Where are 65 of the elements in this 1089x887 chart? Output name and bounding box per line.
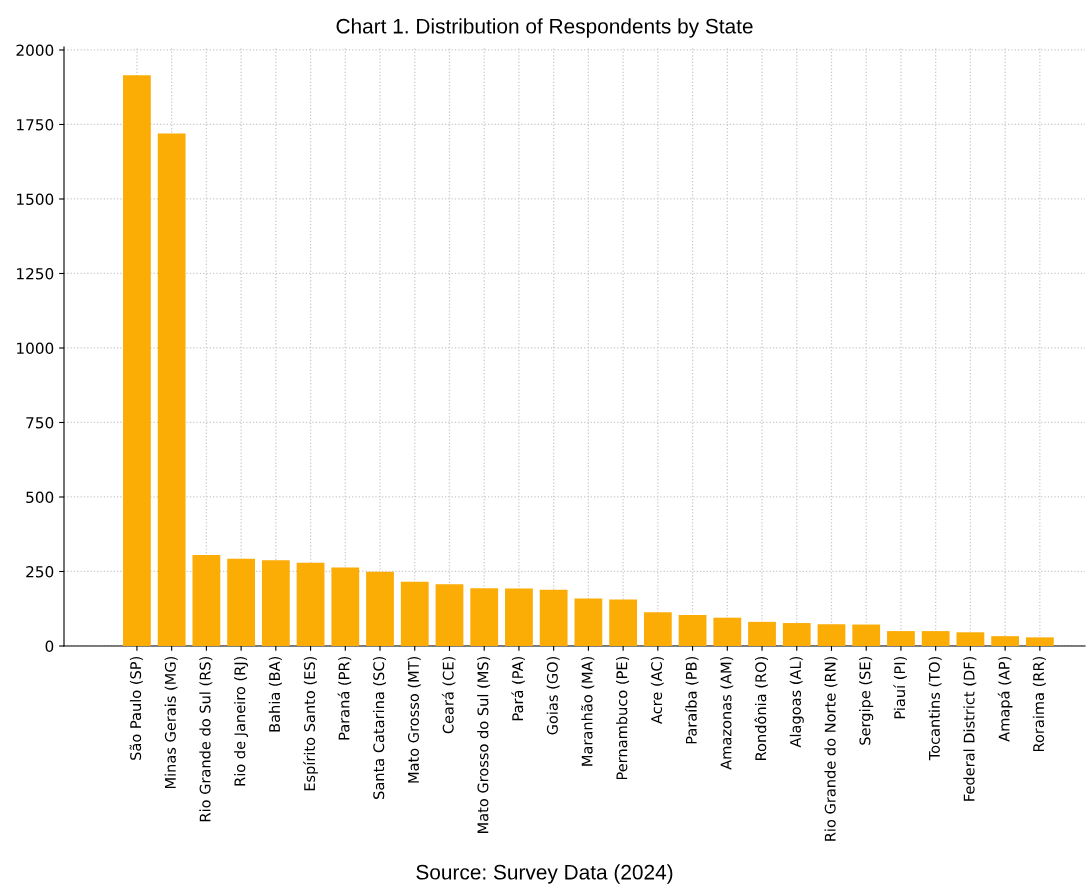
y-tick-label: 1250 xyxy=(17,267,54,280)
bar xyxy=(400,581,429,646)
bar xyxy=(852,624,881,646)
x-tick-label: Tocantins (TO) xyxy=(928,656,942,761)
bar xyxy=(366,571,394,646)
y-tick-label: 0 xyxy=(45,640,54,653)
x-tick-label: Rio Grande do Sul (RS) xyxy=(199,656,213,822)
bar xyxy=(157,133,186,646)
x-tick-label: Paraná (PR) xyxy=(337,656,352,740)
bar xyxy=(261,560,290,646)
bar xyxy=(643,612,672,646)
bar xyxy=(505,588,533,646)
x-tick-label: Federal District (DF) xyxy=(963,656,977,801)
x-tick-label: Alagoas (AL) xyxy=(789,656,804,748)
x-tick-label: Mato Grosso (MT) xyxy=(407,656,421,783)
bar xyxy=(227,558,255,646)
x-tick-label: Pará (PA) xyxy=(511,656,525,721)
x-tick-label: Minas Gerais (MG) xyxy=(164,656,178,789)
y-tick-label: 500 xyxy=(26,491,54,504)
x-tick-label: Ceará (CE) xyxy=(441,656,456,734)
bar xyxy=(331,567,360,646)
y-tick-label: 250 xyxy=(26,565,54,578)
x-tick-label: Goias (GO) xyxy=(546,656,560,735)
x-tick-label: São Paulo (SP) xyxy=(129,656,143,760)
bar xyxy=(713,617,742,646)
chart-title: Chart 1. Distribution of Respondents by State xyxy=(336,18,753,38)
y-tick-label: 750 xyxy=(26,416,54,429)
bar xyxy=(609,599,638,646)
x-tick-label: Rio de Janeiro (RJ) xyxy=(234,656,249,786)
x-tick-label: Piauí (PI) xyxy=(893,656,907,719)
bar xyxy=(192,555,221,646)
x-tick-label: Rio Grande do Norte (RN) xyxy=(824,656,838,841)
bar xyxy=(887,631,915,646)
y-tick-label: 1750 xyxy=(17,118,54,131)
x-tick-label: Bahia (BA) xyxy=(268,656,282,732)
x-tick-label: Mato Grosso do Sul (MS) xyxy=(477,656,491,833)
bar xyxy=(748,621,776,646)
x-tick-label: Santa Catarina (SC) xyxy=(372,656,386,799)
x-tick-label: Maranhão (MA) xyxy=(581,656,595,766)
y-tick-label: 1500 xyxy=(17,193,54,206)
x-tick-label: Amazonas (AM) xyxy=(720,656,734,770)
bar xyxy=(435,584,464,646)
bar xyxy=(123,75,151,646)
x-tick-label: Rondônia (RO) xyxy=(754,656,768,760)
x-tick-label: Acre (AC) xyxy=(650,656,664,724)
bar xyxy=(956,632,985,646)
bar xyxy=(678,615,707,646)
bar xyxy=(470,588,499,646)
x-tick-label: Amapá (AP) xyxy=(997,656,1013,742)
y-tick-label: 1000 xyxy=(17,342,54,355)
x-tick-label: Sergipe (SE) xyxy=(859,656,874,745)
x-tick-label: Paraíba (PB) xyxy=(684,656,699,744)
bar xyxy=(782,623,811,646)
source-note: Source: Survey Data (2024) xyxy=(416,864,673,884)
bar xyxy=(539,589,568,646)
x-tick-label: Pernambuco (PE) xyxy=(616,656,630,780)
y-tick-label: 2000 xyxy=(16,44,54,56)
x-tick-label: Roraima (RR) xyxy=(1032,656,1046,752)
bar xyxy=(921,631,950,646)
bar xyxy=(1025,637,1054,646)
bar xyxy=(991,636,1020,646)
bar xyxy=(296,562,325,646)
bar xyxy=(574,598,603,646)
bar xyxy=(817,624,846,646)
x-tick-label: Espírito Santo (ES) xyxy=(303,656,318,791)
